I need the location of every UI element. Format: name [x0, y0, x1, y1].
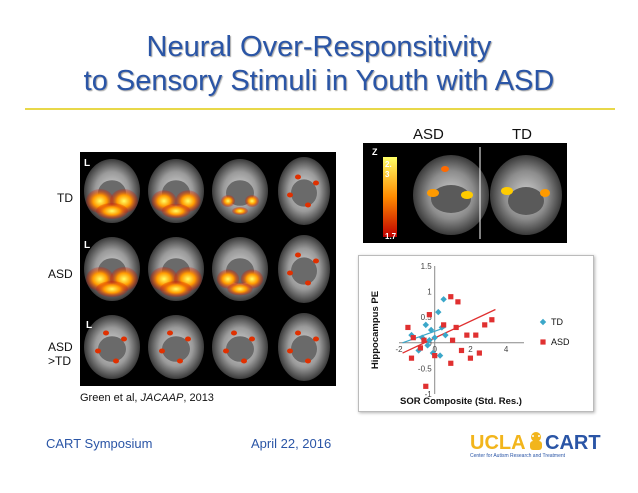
- colorbar-min: 1.7: [385, 232, 397, 241]
- point-td: [435, 308, 442, 316]
- y-tick-label: 0.5: [421, 313, 433, 322]
- brain-slice-r3-c3: [212, 315, 268, 379]
- slide-title: Neural Over-Responsitivity to Sensory St…: [0, 30, 638, 98]
- x-tick-label: 0: [432, 345, 437, 354]
- point-asd: [441, 322, 447, 328]
- row-label-asd-gt-td: ASD >TD: [48, 340, 73, 368]
- point-asd: [426, 312, 432, 318]
- point-asd: [473, 332, 479, 338]
- brain-slice-r1-c2: [148, 159, 204, 223]
- y-tick-label: -1: [425, 390, 433, 399]
- column-label-td: TD: [512, 126, 532, 143]
- x-tick-label: 2: [468, 345, 473, 354]
- point-td: [436, 352, 444, 359]
- point-asd: [417, 345, 424, 351]
- x-axis-label: SOR Composite (Std. Res.): [400, 396, 522, 407]
- brain-slice-r1-c1: [84, 159, 140, 223]
- brain-slice-r1-c4: [278, 157, 330, 225]
- point-asd: [423, 383, 429, 389]
- y-tick-label: -0.5: [418, 364, 432, 373]
- scatter-chart: -1 -0.5 0 0.5 1 1.5 -2 0 2 4 SOR Composite (Std. R…: [358, 255, 594, 412]
- y-tick-label: 1.5: [421, 262, 433, 271]
- point-td: [431, 334, 438, 341]
- logo-ucla: UCLA: [470, 432, 526, 454]
- brain-slice-r3-c1: [84, 315, 140, 379]
- scatter-plot: -1 -0.5 0 0.5 1 1.5 -2 0 2 4 SOR Composite (Std. R…: [370, 262, 570, 407]
- point-asd: [464, 332, 470, 338]
- footer-date: April 22, 2016: [251, 436, 332, 451]
- legend-marker-asd: [540, 339, 546, 345]
- brain-slice-r2-c3: [212, 237, 268, 301]
- point-asd: [448, 294, 454, 300]
- point-td: [424, 342, 431, 349]
- title-line-2: to Sensory Stimuli in Youth with ASD: [83, 65, 555, 97]
- brain-slice-r2-c4: [278, 235, 330, 303]
- colorbar: [383, 157, 397, 237]
- point-asd: [405, 324, 411, 331]
- column-label-asd: ASD: [413, 126, 444, 143]
- point-td: [427, 326, 435, 334]
- y-axis-label: Hippocampus PE: [370, 291, 381, 369]
- legend-marker-td: [539, 318, 547, 326]
- left-hemisphere-marker-asd: L: [84, 240, 91, 251]
- title-divider: [25, 108, 615, 110]
- row-label-asd-gt-td-line1: ASD: [48, 340, 73, 354]
- hippocampus-comparison-figure: Z 2. 3 1.7: [363, 143, 567, 243]
- citation-year: , 2013: [183, 392, 214, 404]
- brain-slice-r1-c3: [212, 159, 268, 223]
- y-tick-label: 0: [427, 339, 432, 348]
- trendline-td: [402, 326, 446, 344]
- x-tick-label: -2: [395, 345, 403, 354]
- brain-grid: [84, 157, 330, 381]
- brain-slice-r2-c2: [148, 237, 204, 301]
- point-asd: [448, 360, 454, 366]
- trendline-asd: [402, 308, 496, 354]
- left-hemisphere-marker-td: L: [84, 158, 91, 169]
- left-hemisphere-marker-asd-td: L: [86, 320, 93, 331]
- title-line-1: Neural Over-Responsitivity: [146, 31, 492, 63]
- citation: Green et al, JACAAP, 2013: [80, 392, 214, 404]
- y-tick-label: 1: [427, 288, 432, 297]
- citation-journal: JACAAP: [140, 392, 184, 404]
- brain-slice-r3-c2: [148, 315, 204, 379]
- point-asd: [458, 347, 465, 354]
- citation-authors: Green et al,: [80, 392, 141, 404]
- point-asd: [432, 353, 438, 359]
- point-asd: [489, 317, 495, 323]
- point-asd: [449, 337, 456, 343]
- row-label-asd: ASD: [48, 267, 73, 281]
- ucla-cart-logo: UCLA CART Center for Autism Research and…: [470, 427, 605, 459]
- footer-event: CART Symposium: [46, 436, 153, 451]
- legend-label-asd: ASD: [551, 337, 570, 347]
- brain-slice-r3-c4: [278, 313, 330, 381]
- logo-cart: CART: [545, 432, 601, 454]
- point-asd: [410, 335, 416, 341]
- brain-activation-figure: L L L: [80, 152, 336, 386]
- point-asd: [476, 350, 482, 356]
- colorbar-max-1: 2.: [385, 160, 392, 169]
- colorbar-max-2: 3: [385, 170, 390, 179]
- colorbar-label: Z: [372, 147, 378, 157]
- point-asd: [408, 355, 415, 361]
- point-td: [440, 296, 447, 303]
- logo-tagline: Center for Autism Research and Treatment: [470, 453, 566, 459]
- row-label-asd-gt-td-line2: >TD: [48, 354, 72, 368]
- point-asd: [453, 324, 459, 331]
- point-td: [426, 337, 433, 344]
- legend-label-td: TD: [551, 317, 563, 327]
- x-tick-label: 4: [504, 345, 509, 354]
- point-asd: [455, 299, 461, 305]
- point-asd: [467, 355, 474, 361]
- point-td: [422, 321, 429, 329]
- point-td: [442, 331, 449, 339]
- row-label-td: TD: [57, 191, 73, 205]
- brain-slice-r2-c1: [84, 237, 140, 301]
- point-asd: [421, 337, 427, 343]
- hippocampus-slices: Z 2. 3 1.7: [363, 143, 567, 243]
- point-asd: [482, 322, 488, 328]
